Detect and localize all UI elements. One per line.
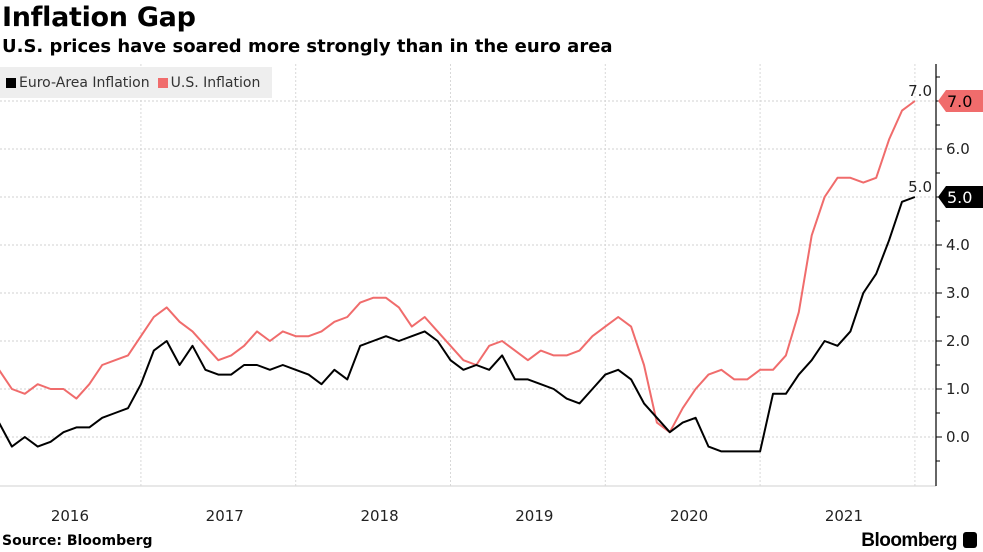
x-tick-label: 2016 — [51, 507, 89, 525]
x-tick-label: 2021 — [825, 507, 863, 525]
x-tick-label: 2018 — [360, 507, 398, 525]
chart-subtitle: U.S. prices have soared more strongly th… — [2, 36, 613, 57]
y-tick-label: 2.0 — [946, 332, 970, 350]
legend-swatch-euro — [6, 77, 16, 88]
y-tick-label: 7.0 — [908, 82, 932, 100]
y-tick-label: 4.0 — [946, 236, 970, 254]
legend-label-euro: Euro-Area Inflation — [19, 74, 150, 91]
euro-area-inflation-line — [0, 196, 916, 453]
legend-item-us: U.S. Inflation — [157, 74, 261, 91]
y-tick-label: 5.0 — [908, 178, 932, 196]
chart-title: Inflation Gap — [2, 2, 196, 33]
legend-label-us: U.S. Inflation — [170, 74, 261, 91]
us-last-value-tag — [938, 90, 983, 112]
bloomberg-logo-icon — [963, 532, 977, 548]
series-lines — [0, 100, 916, 453]
x-axis: 2016 2017 2018 2019 2020 2021 — [51, 507, 863, 525]
last-value-tags: 7.0 5.0 — [938, 90, 983, 208]
grid — [0, 64, 936, 487]
y-tick-label: 3.0 — [946, 284, 970, 302]
euro-last-value-tag — [938, 186, 983, 208]
x-tick-label: 2019 — [515, 507, 553, 525]
legend-swatch-us — [157, 77, 168, 88]
us-last-value-label: 7.0 — [947, 92, 972, 111]
us-inflation-line — [0, 100, 916, 434]
x-tick-label: 2017 — [206, 507, 244, 525]
x-tick-label: 2020 — [670, 507, 708, 525]
y-axis: 0.0 1.0 2.0 3.0 4.0 5.0 6.0 7.0 — [908, 64, 970, 486]
y-tick-label: 1.0 — [946, 380, 970, 398]
y-tick-label: 6.0 — [946, 140, 970, 158]
y-tick-label: 0.0 — [946, 428, 970, 446]
bloomberg-logo: Bloomberg — [861, 530, 957, 551]
legend-item-euro: Euro-Area Inflation — [6, 75, 150, 91]
legend: Euro-Area Inflation U.S. Inflation — [0, 67, 272, 98]
source-note: Source: Bloomberg — [2, 533, 153, 549]
euro-last-value-label: 5.0 — [947, 188, 972, 207]
